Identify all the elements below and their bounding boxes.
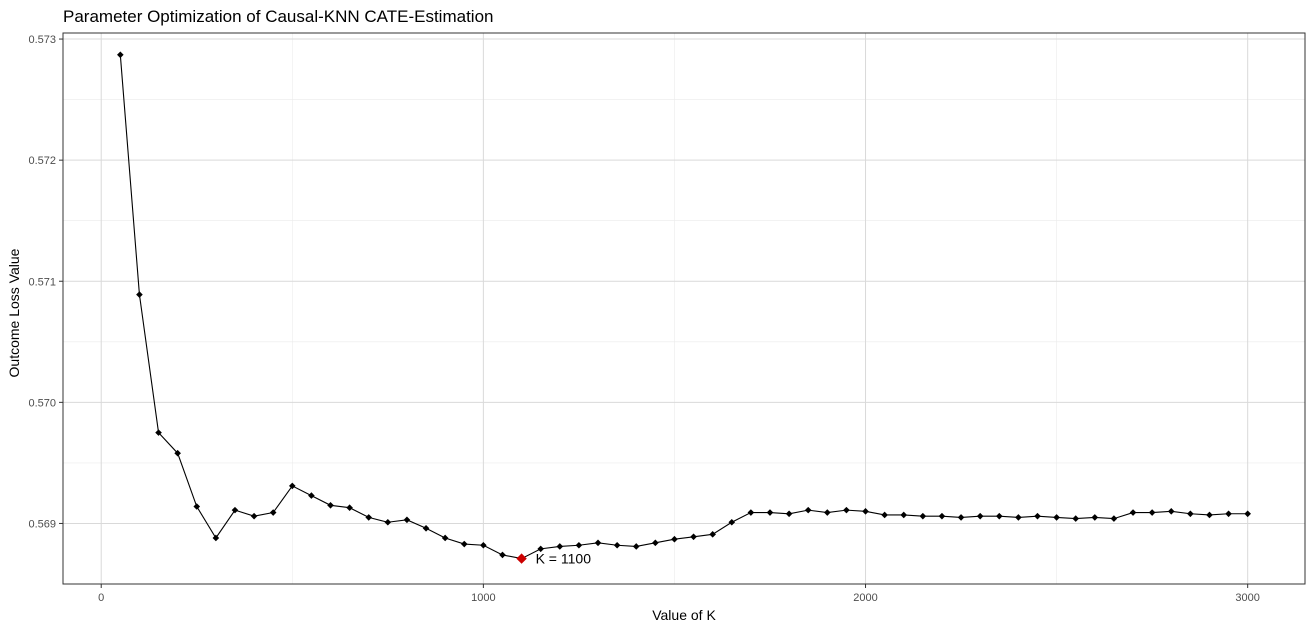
y-tick-label: 0.571 bbox=[28, 276, 56, 288]
data-point bbox=[613, 541, 621, 549]
x-axis-title: Value of K bbox=[652, 607, 716, 623]
data-point bbox=[1110, 515, 1118, 522]
grid-layer bbox=[63, 33, 1305, 584]
data-point bbox=[1129, 509, 1137, 516]
data-point bbox=[1053, 514, 1060, 521]
tick-layer: 0 1000 2000 3000 0.569 0.570 0.571 0.572 0.573 bbox=[28, 34, 1259, 604]
data-point bbox=[728, 518, 736, 526]
data-point bbox=[957, 514, 965, 521]
data-point bbox=[1225, 510, 1232, 518]
y-tick-label: 0.572 bbox=[28, 155, 56, 167]
data-point bbox=[862, 508, 869, 515]
data-point bbox=[575, 541, 583, 549]
data-point bbox=[1034, 512, 1041, 520]
x-tick-label: 3000 bbox=[1235, 592, 1259, 604]
data-point bbox=[174, 449, 181, 457]
chart-title: Parameter Optimization of Causal-KNN CAT… bbox=[63, 7, 494, 26]
panel-border bbox=[62, 32, 1306, 585]
data-point bbox=[671, 535, 678, 543]
data-point bbox=[136, 291, 143, 298]
data-point bbox=[250, 512, 258, 520]
data-point bbox=[384, 518, 392, 526]
data-point bbox=[900, 511, 908, 519]
y-tick-label: 0.573 bbox=[28, 34, 56, 46]
series-layer bbox=[119, 54, 1248, 560]
data-point bbox=[231, 506, 239, 514]
data-point bbox=[1015, 514, 1022, 521]
data-point bbox=[785, 510, 793, 518]
data-point bbox=[594, 539, 602, 547]
data-point bbox=[652, 539, 659, 547]
data-point bbox=[155, 429, 162, 436]
data-point bbox=[308, 492, 315, 499]
y-tick-label: 0.569 bbox=[28, 518, 56, 530]
optimum-label: K = 1100 bbox=[536, 551, 592, 567]
data-point bbox=[995, 512, 1003, 520]
data-point bbox=[365, 514, 373, 521]
data-point bbox=[346, 504, 353, 512]
data-point bbox=[480, 541, 487, 549]
data-point bbox=[976, 512, 984, 520]
data-point bbox=[441, 534, 449, 542]
series-line bbox=[119, 54, 1248, 560]
data-point bbox=[117, 51, 124, 59]
x-tick-label: 0 bbox=[98, 592, 104, 604]
data-point bbox=[1206, 511, 1213, 519]
data-point bbox=[1244, 510, 1251, 518]
data-point bbox=[1148, 509, 1156, 516]
data-point bbox=[881, 511, 888, 519]
data-point bbox=[1167, 508, 1175, 515]
data-point bbox=[709, 531, 716, 538]
data-point bbox=[537, 545, 544, 553]
data-point bbox=[288, 482, 296, 490]
y-tick-label: 0.570 bbox=[28, 397, 56, 409]
data-point bbox=[1091, 514, 1099, 521]
data-point bbox=[1072, 515, 1080, 522]
x-tick-label: 2000 bbox=[853, 592, 877, 604]
data-point bbox=[766, 509, 774, 516]
data-point bbox=[327, 501, 334, 509]
data-point bbox=[212, 534, 220, 542]
data-point bbox=[919, 512, 927, 520]
optimum-point bbox=[516, 553, 527, 564]
data-point bbox=[1187, 510, 1194, 518]
data-point bbox=[193, 503, 201, 510]
data-point bbox=[938, 512, 946, 520]
data-point bbox=[824, 509, 831, 516]
data-point bbox=[747, 509, 755, 516]
y-axis-title: Outcome Loss Value bbox=[6, 248, 22, 377]
data-point bbox=[460, 540, 468, 548]
x-tick-label: 1000 bbox=[471, 592, 495, 604]
data-point bbox=[690, 533, 697, 541]
data-point bbox=[804, 506, 812, 514]
data-point bbox=[422, 524, 430, 532]
data-point bbox=[556, 543, 564, 550]
data-point bbox=[403, 516, 411, 524]
data-point bbox=[632, 543, 640, 550]
data-point bbox=[269, 509, 277, 516]
data-point bbox=[843, 506, 850, 514]
points-layer: K = 1100 bbox=[117, 51, 1251, 567]
data-point bbox=[499, 551, 506, 559]
